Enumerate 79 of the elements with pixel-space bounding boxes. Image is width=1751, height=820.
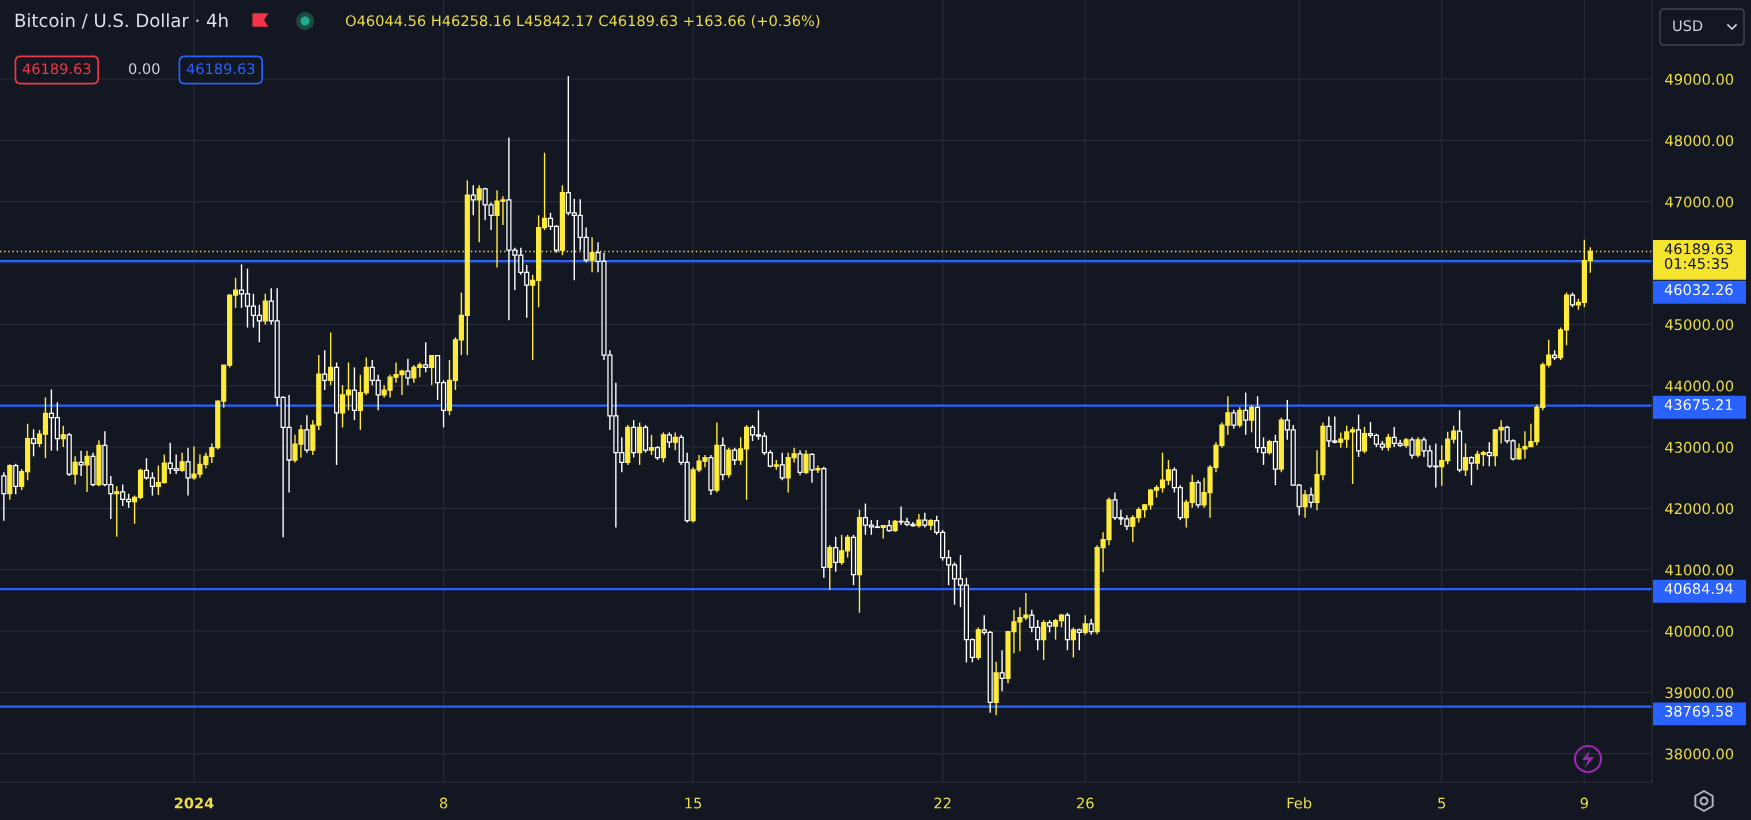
candlestick bbox=[78, 450, 84, 477]
y-tick-label: 41000.00 bbox=[1665, 564, 1734, 576]
candlestick bbox=[660, 431, 666, 464]
annotation: 46189.63 bbox=[186, 63, 255, 75]
candlestick bbox=[1041, 619, 1047, 661]
y-tick-label: 38000.00 bbox=[1665, 748, 1734, 760]
candlestick bbox=[589, 236, 595, 274]
candlestick bbox=[60, 424, 66, 448]
candlestick bbox=[13, 462, 19, 496]
candlestick bbox=[999, 649, 1005, 692]
candlestick bbox=[1415, 436, 1421, 459]
candlestick bbox=[1243, 391, 1249, 436]
text: Bitcoin / U.S. Dollar · 4h bbox=[15, 13, 228, 29]
candlestick bbox=[797, 449, 803, 477]
x-tick-label: 26 bbox=[1077, 797, 1094, 809]
y-tick-label: 44000.00 bbox=[1665, 380, 1734, 392]
candlestick bbox=[30, 428, 37, 458]
y-tick-label: 45000.00 bbox=[1665, 319, 1734, 331]
y-tick-label: 39000.00 bbox=[1665, 687, 1734, 699]
candlestick bbox=[1409, 436, 1415, 460]
ref-line-label: 38769.58 bbox=[1665, 705, 1733, 717]
candlestick bbox=[262, 293, 268, 326]
candlestick bbox=[1355, 413, 1362, 458]
text: USD bbox=[1673, 20, 1703, 32]
candlestick bbox=[405, 358, 411, 386]
x-tick-label: 9 bbox=[1580, 797, 1588, 809]
candlestick bbox=[1249, 404, 1255, 434]
candlestick bbox=[423, 341, 429, 373]
x-tick-label: 8 bbox=[439, 797, 448, 809]
ref-line-label: 46032.26 bbox=[1664, 284, 1733, 296]
y-tick-label: 40000.00 bbox=[1665, 625, 1734, 637]
candlestick bbox=[429, 354, 435, 386]
candlestick bbox=[1486, 441, 1492, 467]
candlestick bbox=[827, 544, 833, 591]
candlestick bbox=[1237, 406, 1243, 429]
ref-line-label: 43675.21 bbox=[1664, 399, 1733, 411]
ref-line-label: 46189.63 01:45:35 bbox=[1664, 243, 1733, 269]
x-tick-label: Feb bbox=[1287, 797, 1312, 809]
annotation: O46044.56 H46258.16 L45842.17 C46189.63 +163.66 (+0.36%) bbox=[345, 14, 820, 28]
candlestick bbox=[1468, 455, 1475, 486]
y-tick-label: 43000.00 bbox=[1665, 441, 1734, 453]
candlestick bbox=[1195, 479, 1201, 509]
candlestick bbox=[72, 455, 78, 486]
candlestick bbox=[322, 349, 328, 391]
candlestick bbox=[1308, 486, 1314, 509]
candlestick bbox=[114, 485, 120, 538]
y-tick-label: 48000.00 bbox=[1665, 135, 1734, 147]
candlestick bbox=[1462, 442, 1469, 477]
candlestick bbox=[779, 451, 785, 481]
x-tick-label: 5 bbox=[1438, 797, 1446, 809]
x-tick-label: 2024 bbox=[174, 797, 214, 809]
candlestick bbox=[803, 449, 809, 475]
ref-line-label: 40684.94 bbox=[1664, 583, 1733, 595]
candlestick bbox=[328, 331, 334, 386]
candlestick bbox=[833, 535, 839, 573]
candlestick bbox=[179, 451, 185, 473]
candlestick bbox=[84, 450, 90, 493]
candlestick bbox=[1, 471, 7, 522]
candlestick bbox=[476, 184, 482, 243]
x-tick-label: 22 bbox=[934, 797, 951, 809]
candlestick bbox=[809, 452, 815, 484]
candlestick bbox=[304, 414, 310, 454]
candlestick bbox=[1302, 489, 1308, 519]
candlestick bbox=[815, 464, 821, 474]
candlestick bbox=[1361, 426, 1368, 454]
candlestick bbox=[642, 424, 649, 454]
candlestick bbox=[1231, 409, 1237, 430]
candlestick bbox=[1070, 626, 1076, 659]
x-tick-label: 15 bbox=[685, 797, 702, 809]
candlestick bbox=[470, 184, 476, 216]
candlestick bbox=[1082, 614, 1088, 636]
y-tick-label: 49000.00 bbox=[1665, 73, 1734, 85]
annotation: 46189.63 bbox=[22, 63, 91, 75]
candlestick bbox=[648, 434, 655, 456]
candlestick bbox=[185, 447, 191, 497]
y-tick-label: 42000.00 bbox=[1665, 503, 1734, 515]
annotation: 0.00 bbox=[128, 63, 160, 75]
candlestick bbox=[351, 366, 358, 421]
y-tick-label: 47000.00 bbox=[1665, 196, 1734, 208]
